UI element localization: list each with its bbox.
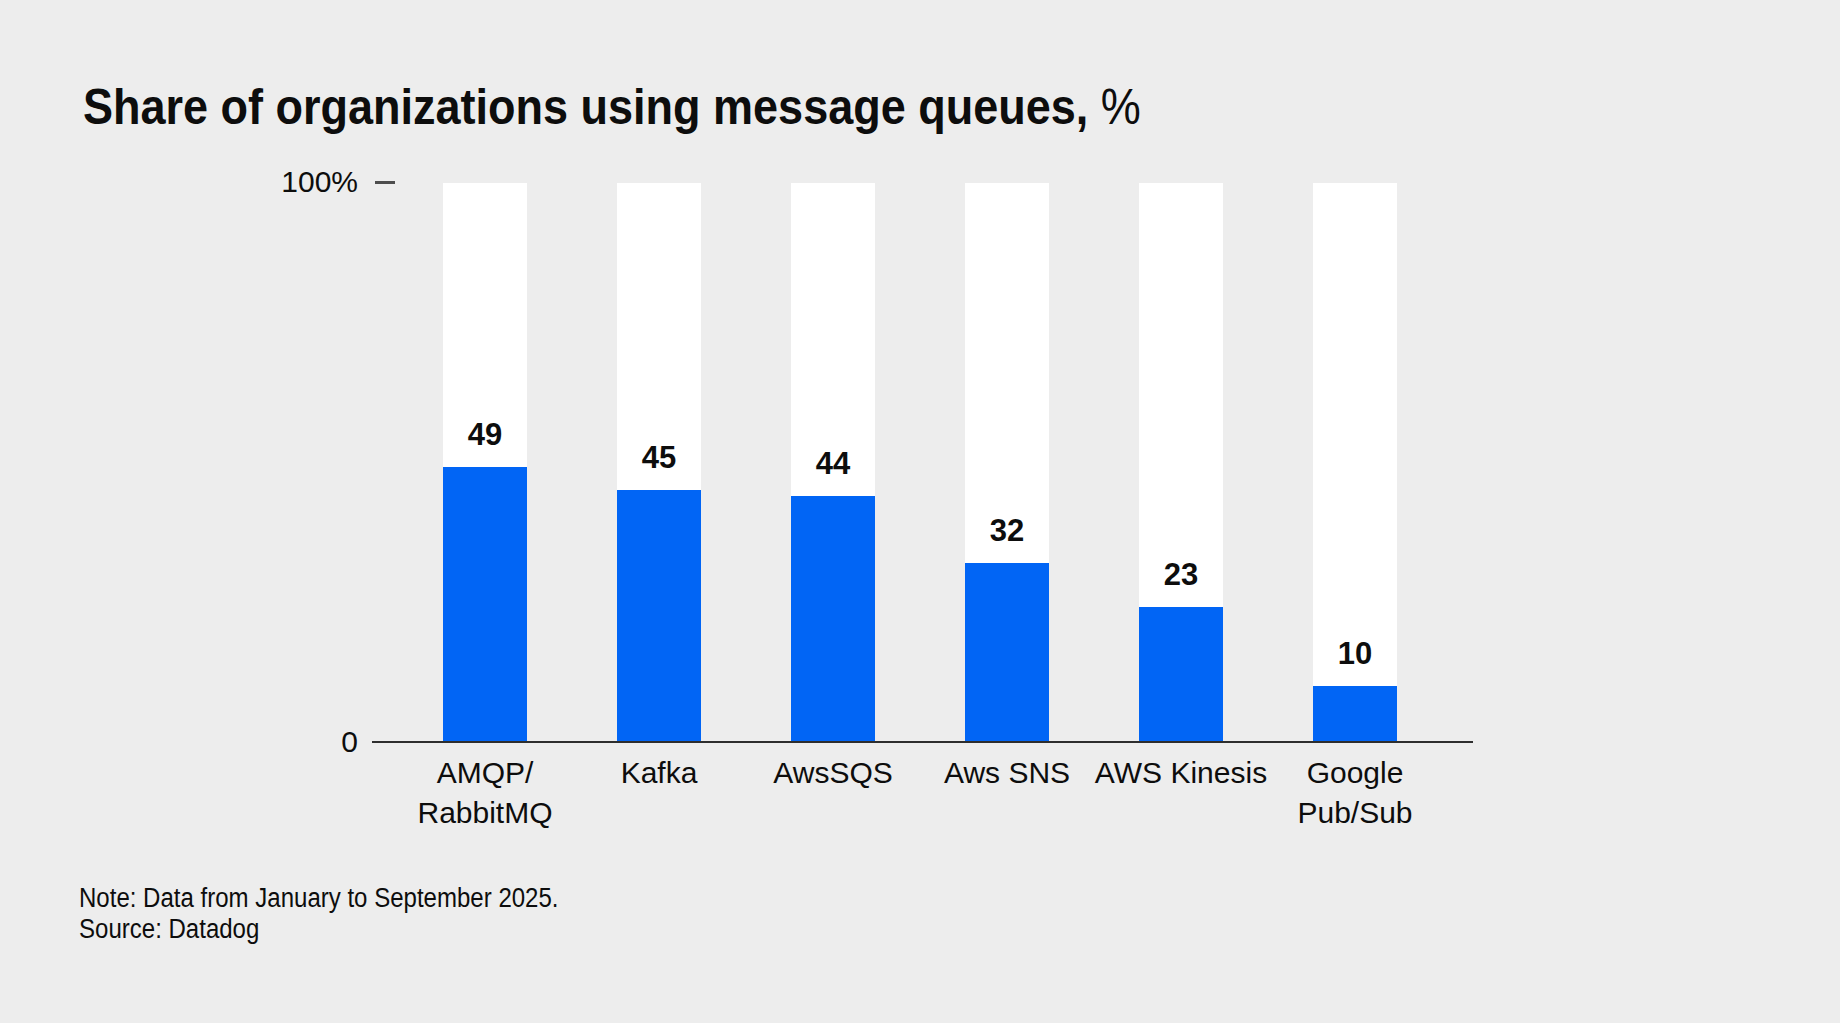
chart-note: Note: Data from January to September 202…	[79, 883, 559, 914]
chart-source: Source: Datadog	[79, 914, 559, 945]
y-axis-label-0: 0	[158, 727, 358, 757]
bar-column: 45	[617, 183, 701, 742]
chart-title: Share of organizations using message que…	[83, 77, 1141, 137]
bar-column: 32	[965, 183, 1049, 742]
y-axis-label-100: 100%	[158, 167, 358, 197]
bar-column: 23	[1139, 183, 1223, 742]
bar-value-label: 32	[965, 515, 1049, 546]
bar-value-label: 10	[1313, 638, 1397, 669]
chart-title-unit: %	[1101, 79, 1141, 135]
x-axis-line	[372, 741, 1473, 743]
chart-canvas: Share of organizations using message que…	[0, 0, 1840, 1023]
y-axis-tick-mark	[375, 181, 395, 184]
chart-title-text: Share of organizations using message que…	[83, 79, 1088, 135]
bar-column: 44	[791, 183, 875, 742]
bar	[443, 467, 527, 742]
bar-column: 49	[443, 183, 527, 742]
bar	[965, 563, 1049, 742]
bar	[617, 490, 701, 742]
bar	[1139, 607, 1223, 742]
bar	[791, 496, 875, 742]
bar	[1313, 686, 1397, 742]
bar-value-label: 45	[617, 442, 701, 473]
chart-footnotes: Note: Data from January to September 202…	[79, 883, 559, 945]
bar-value-label: 49	[443, 419, 527, 450]
x-axis-label: Google Pub/Sub	[1245, 753, 1465, 833]
bar-value-label: 44	[791, 448, 875, 479]
bar-column: 10	[1313, 183, 1397, 742]
bar-value-label: 23	[1139, 559, 1223, 590]
